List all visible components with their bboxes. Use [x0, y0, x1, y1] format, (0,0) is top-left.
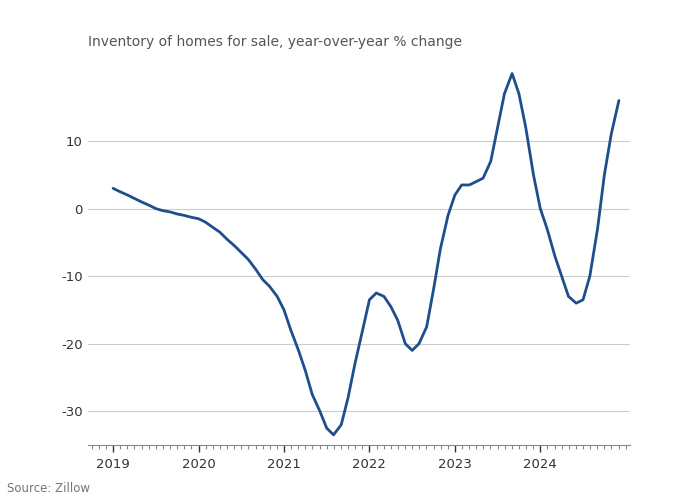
Text: Inventory of homes for sale, year-over-year % change: Inventory of homes for sale, year-over-y… — [88, 35, 461, 49]
Text: Source: Zillow: Source: Zillow — [7, 482, 90, 495]
